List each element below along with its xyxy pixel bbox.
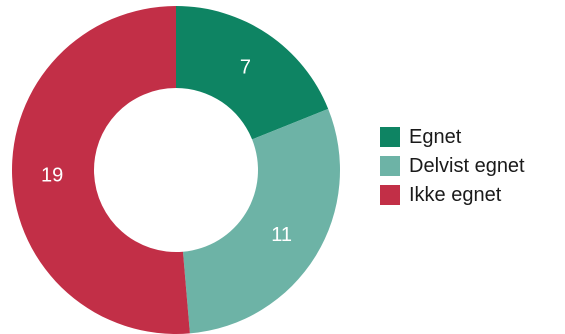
legend-item-ikke-egnet: Ikke egnet bbox=[380, 183, 525, 207]
slice-egnet bbox=[176, 6, 329, 140]
legend: Egnet Delvist egnet Ikke egnet bbox=[380, 125, 525, 207]
slice-labels: 7 11 19 bbox=[41, 56, 292, 246]
donut-slices bbox=[12, 6, 340, 334]
legend-label-egnet: Egnet bbox=[409, 125, 462, 148]
legend-swatch-ikke-egnet bbox=[380, 185, 400, 205]
slice-ikke-egnet bbox=[12, 6, 190, 334]
legend-label-ikke-egnet: Ikke egnet bbox=[409, 183, 502, 206]
slice-label-ikke-egnet: 19 bbox=[41, 164, 63, 186]
slice-label-egnet: 7 bbox=[240, 56, 251, 78]
legend-item-delvist-egnet: Delvist egnet bbox=[380, 154, 525, 178]
legend-swatch-delvist-egnet bbox=[380, 156, 400, 176]
legend-label-delvist-egnet: Delvist egnet bbox=[409, 154, 525, 177]
slice-label-delvist-egnet: 11 bbox=[271, 224, 292, 246]
legend-swatch-egnet bbox=[380, 127, 400, 147]
slice-delvist-egnet bbox=[182, 108, 340, 334]
legend-item-egnet: Egnet bbox=[380, 125, 525, 149]
